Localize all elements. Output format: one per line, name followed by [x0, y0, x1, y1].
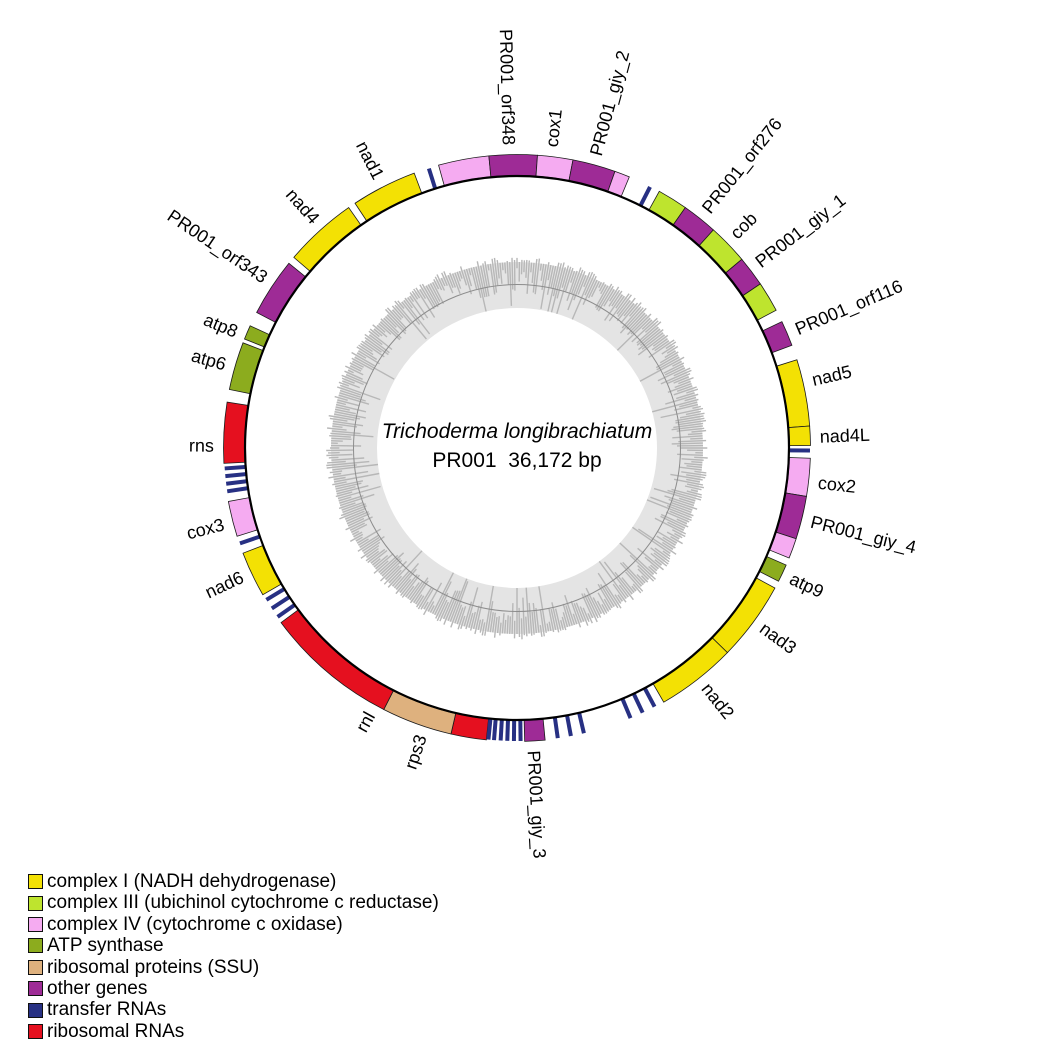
- legend-swatch-transfer_RNAs: [28, 1002, 43, 1018]
- genome-backbone-circle: [243, 174, 791, 722]
- gene-label-PR001_giy_2: PR001_giy_2: [586, 48, 634, 158]
- gene-arc-nad5: [776, 359, 811, 428]
- gene-arc-rnl: [280, 609, 394, 711]
- trna-tick: [620, 698, 633, 719]
- trna-tick: [505, 720, 510, 741]
- legend-swatch-complex_I: [28, 874, 43, 890]
- gene-label-PR001_orf116: PR001_orf116: [792, 276, 906, 340]
- gene-label-atp9: atp9: [786, 569, 826, 602]
- legend-row-complex_IV: complex IV (cytochrome c oxidase): [28, 914, 439, 935]
- trna-tick: [552, 717, 560, 739]
- trna-tick: [239, 534, 260, 546]
- gene-label-PR001_orf276: PR001_orf276: [698, 114, 787, 218]
- trna-tick: [577, 712, 586, 734]
- trna-tick: [498, 719, 504, 741]
- legend-row-atp_synthase: ATP synthase: [28, 935, 439, 956]
- legend-label-complex_IV: complex IV (cytochrome c oxidase): [47, 913, 343, 935]
- gene-label-cox1: cox1: [542, 108, 566, 148]
- legend-swatch-atp_synthase: [28, 938, 43, 954]
- gc-content-ring: [326, 257, 708, 640]
- gene-arc-nad6: [242, 545, 282, 596]
- trna-tick: [225, 472, 246, 479]
- legend-label-ribosomal_proteins: ribosomal proteins (SSU): [47, 956, 260, 978]
- trna-tick: [643, 687, 657, 708]
- trna-tick: [270, 595, 291, 611]
- organism-name: Trichoderma longibrachiatum: [382, 420, 652, 443]
- legend-row-ribosomal_proteins: ribosomal proteins (SSU): [28, 957, 439, 978]
- gene-label-nad6: nad6: [202, 567, 247, 602]
- gene-label-PR001_giy_4: PR001_giy_4: [808, 512, 918, 559]
- legend-swatch-other_genes: [28, 981, 43, 997]
- gene-arc-blocks: [223, 154, 811, 742]
- gene-label-rps3: rps3: [401, 732, 431, 772]
- gene-arc-nad3: [711, 577, 776, 654]
- trna-tick: [226, 486, 248, 494]
- gene-label-rnl: rnl: [352, 708, 379, 735]
- legend-swatch-complex_IV: [28, 916, 43, 932]
- gene-label-PR001_giy_3: PR001_giy_3: [523, 750, 550, 859]
- gene-arc-nad4L: [788, 425, 811, 447]
- trna-tick: [632, 693, 645, 714]
- gene-label-nad4L: nad4L: [819, 425, 870, 447]
- gene-label-rns: rns: [189, 435, 214, 455]
- legend-row-ribosomal_RNAs: ribosomal RNAs: [28, 1021, 439, 1042]
- gene-label-atp8: atp8: [201, 310, 241, 342]
- gene-arc-PR001_orf116: [762, 321, 793, 354]
- gene-label-nad4: nad4: [282, 185, 324, 228]
- gc-baseline-circle: [353, 284, 681, 612]
- trna-tick: [276, 603, 296, 619]
- trna-tick: [492, 719, 498, 741]
- legend: complex I (NADH dehydrogenase) complex II…: [28, 871, 439, 1042]
- gene-label-PR001_giy_1: PR001_giy_1: [751, 190, 850, 272]
- legend-swatch-complex_III: [28, 895, 43, 911]
- legend-label-transfer_RNAs: transfer RNAs: [47, 999, 167, 1021]
- legend-label-ribosomal_RNAs: ribosomal RNAs: [47, 1020, 185, 1042]
- legend-label-atp_synthase: ATP synthase: [47, 935, 164, 957]
- gc-content-bars: [326, 257, 708, 640]
- gene-label-nad3: nad3: [756, 618, 800, 658]
- gene-label-PR001_orf348: PR001_orf348: [495, 29, 519, 146]
- trna-tick: [265, 587, 285, 602]
- legend-row-other_genes: other genes: [28, 978, 439, 999]
- legend-label-other_genes: other genes: [47, 977, 148, 999]
- genome-size-label: PR001 36,172 bp: [432, 449, 601, 472]
- gene-label-nad1: nad1: [352, 138, 388, 183]
- legend-label-complex_I: complex I (NADH dehydrogenase): [47, 871, 337, 892]
- legend-swatch-ribosomal_proteins: [28, 959, 43, 975]
- gene-label-nad2: nad2: [698, 679, 739, 723]
- gene-arc-rps3: [383, 690, 457, 735]
- trna-tick: [565, 715, 573, 737]
- gene-label-cox2: cox2: [817, 473, 857, 497]
- trna-tick: [224, 465, 246, 471]
- gene-label-nad5: nad5: [810, 361, 854, 389]
- trna-tick: [638, 186, 652, 207]
- gene-label-atp6: atp6: [189, 346, 228, 375]
- legend-row-complex_I: complex I (NADH dehydrogenase): [28, 871, 439, 892]
- gene-label-cox3: cox3: [184, 515, 226, 544]
- trna-tick-marks: [224, 167, 811, 742]
- trna-tick: [225, 479, 247, 486]
- legend-swatch-ribosomal_RNAs: [28, 1023, 43, 1039]
- gene-arc-PR001_giy_3: [523, 718, 546, 742]
- legend-row-transfer_RNAs: transfer RNAs: [28, 999, 439, 1020]
- gene-label-cob: cob: [726, 208, 761, 243]
- legend-label-complex_III: complex III (ubichinol cytochrome c redu…: [47, 892, 439, 914]
- legend-row-complex_III: complex III (ubichinol cytochrome c redu…: [28, 892, 439, 913]
- gene-label-PR001_orf343: PR001_orf343: [163, 206, 271, 288]
- gene-arc-PR001_orf348: [488, 154, 538, 178]
- trna-tick: [486, 719, 493, 740]
- trna-tick: [426, 167, 437, 189]
